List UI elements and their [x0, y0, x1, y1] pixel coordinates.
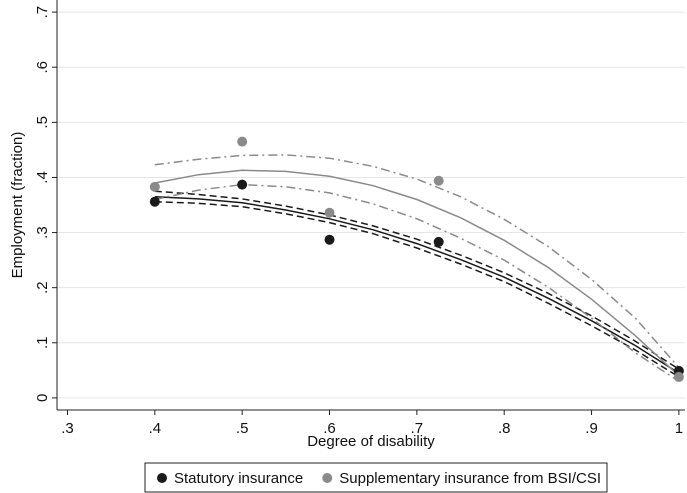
- x-tick-label: .8: [498, 420, 511, 437]
- fit-line: [154, 200, 680, 378]
- y-axis-label: Employment (fraction): [9, 132, 26, 279]
- x-tick-label: .5: [236, 420, 249, 437]
- y-tick-label: .4: [34, 171, 51, 184]
- data-point: [673, 371, 684, 382]
- x-tick-label: .7: [411, 420, 424, 437]
- data-point: [324, 207, 335, 218]
- fit-line: [154, 195, 680, 374]
- data-point: [433, 236, 444, 247]
- y-tick-label: .2: [34, 281, 51, 294]
- data-point: [237, 136, 248, 147]
- fit-line: [154, 183, 680, 382]
- data-point: [237, 179, 248, 190]
- legend-label: Statutory insurance: [174, 470, 303, 487]
- y-tick-label: .1: [34, 337, 51, 350]
- x-tick-label: .4: [149, 420, 162, 437]
- legend-label: Supplementary insurance from BSI/CSI: [339, 470, 601, 487]
- data-point: [149, 181, 160, 192]
- legend-marker: [157, 473, 167, 483]
- data-point: [433, 175, 444, 186]
- y-tick-label: .5: [34, 116, 51, 129]
- y-tick-label: .6: [34, 61, 51, 74]
- y-tick-label: 0: [34, 394, 51, 402]
- legend-marker: [322, 473, 333, 483]
- x-tick-label: .3: [61, 420, 74, 437]
- data-point: [324, 234, 335, 245]
- fit-line: [154, 169, 680, 377]
- fit-line: [154, 190, 680, 370]
- data-point: [149, 196, 160, 207]
- y-tick-label: .7: [34, 6, 51, 19]
- y-tick-label: .3: [34, 226, 51, 239]
- legend-box: [144, 462, 608, 493]
- x-tick-label: .9: [585, 420, 598, 437]
- x-axis-label: Degree of disability: [307, 433, 435, 450]
- x-tick-label: 1: [675, 420, 683, 437]
- x-tick-label: .6: [323, 420, 336, 437]
